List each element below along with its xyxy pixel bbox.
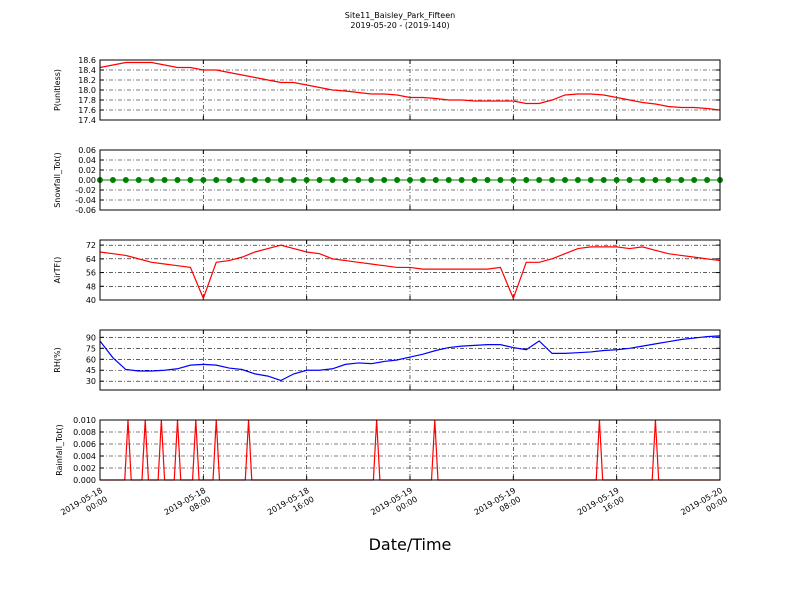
- data-marker: [252, 177, 258, 183]
- data-marker: [549, 177, 556, 183]
- data-marker: [471, 177, 478, 183]
- data-marker: [122, 177, 129, 183]
- data-marker: [394, 177, 401, 183]
- y-tick-label: -0.06: [75, 206, 96, 215]
- data-marker: [691, 177, 698, 183]
- data-marker: [419, 177, 426, 183]
- y-axis-label: Snowfall_Tot(): [53, 152, 62, 208]
- y-tick-label: 0.002: [73, 464, 96, 473]
- data-marker: [277, 177, 284, 183]
- data-marker: [407, 177, 413, 183]
- plot-frame: [99, 149, 721, 211]
- data-marker: [342, 177, 349, 183]
- data-marker: [678, 177, 685, 183]
- data-marker: [665, 177, 672, 183]
- y-tick-label: 40: [86, 296, 96, 305]
- x-axis-label: Date/Time: [369, 535, 452, 554]
- data-marker: [510, 177, 517, 183]
- data-marker: [639, 177, 646, 183]
- data-marker: [458, 177, 465, 183]
- y-axis-label: P(unitless): [53, 69, 62, 111]
- data-marker: [497, 177, 504, 183]
- y-axis-label: RH(%): [53, 347, 62, 372]
- data-marker: [239, 177, 246, 183]
- data-marker: [368, 177, 375, 183]
- y-tick-label: -0.04: [75, 196, 96, 205]
- data-marker: [587, 177, 594, 183]
- data-line: [99, 335, 721, 382]
- data-marker: [562, 177, 568, 183]
- data-marker: [303, 177, 310, 183]
- y-tick-label: 60: [86, 355, 96, 364]
- data-marker: [316, 177, 323, 183]
- data-marker: [523, 177, 530, 183]
- data-marker: [574, 177, 581, 183]
- data-marker: [161, 177, 168, 183]
- y-tick-label: 0.008: [73, 428, 96, 437]
- data-marker: [381, 177, 388, 183]
- data-marker: [213, 177, 220, 183]
- plot-frame: [99, 329, 721, 391]
- data-marker: [600, 177, 607, 183]
- y-tick-label: 18.4: [78, 66, 96, 75]
- y-tick-label: 0.02: [78, 166, 96, 175]
- y-tick-label: 0.000: [73, 476, 96, 485]
- data-marker: [445, 177, 452, 183]
- data-marker: [652, 177, 659, 183]
- y-tick-label: 56: [86, 269, 96, 278]
- y-tick-label: 17.6: [78, 106, 96, 115]
- data-marker: [200, 177, 207, 183]
- y-tick-label: 48: [86, 282, 96, 291]
- data-marker: [432, 177, 439, 183]
- y-axis-label: Rainfall_Tot(): [55, 424, 64, 476]
- data-marker: [174, 177, 181, 183]
- y-tick-label: 90: [86, 333, 96, 342]
- y-tick-label: 45: [86, 366, 96, 375]
- y-tick-label: 18.0: [78, 86, 96, 95]
- y-tick-label: 0.04: [78, 156, 96, 165]
- data-line: [99, 61, 721, 111]
- y-tick-label: 18.2: [78, 76, 96, 85]
- y-tick-label: 0.00: [78, 176, 96, 185]
- y-tick-label: -0.02: [75, 186, 96, 195]
- y-tick-label: 17.8: [78, 96, 96, 105]
- data-marker: [329, 177, 336, 183]
- data-marker: [148, 177, 155, 183]
- data-line: [99, 244, 721, 300]
- data-marker: [484, 177, 491, 183]
- y-tick-label: 64: [86, 255, 96, 264]
- y-tick-label: 0.010: [73, 416, 96, 425]
- data-marker: [355, 177, 362, 183]
- y-tick-label: 0.004: [73, 452, 96, 461]
- data-marker: [613, 177, 620, 183]
- data-marker: [290, 177, 297, 183]
- data-marker: [264, 177, 271, 183]
- data-marker: [536, 177, 543, 183]
- data-marker: [187, 177, 194, 183]
- y-tick-label: 75: [86, 344, 96, 353]
- y-tick-label: 0.006: [73, 440, 96, 449]
- chart-subtitle: 2019-05-20 - (2019-140): [350, 21, 449, 30]
- data-marker: [109, 177, 116, 183]
- y-tick-label: 0.06: [78, 146, 96, 155]
- data-marker: [626, 177, 633, 183]
- data-marker: [135, 177, 142, 183]
- plot-frame: [99, 239, 721, 301]
- y-tick-label: 72: [86, 241, 96, 250]
- data-marker: [226, 177, 233, 183]
- y-tick-label: 17.4: [78, 116, 96, 125]
- y-axis-label: AirTF(): [53, 257, 62, 284]
- chart-title: Site11_Baisley_Park_Fifteen: [345, 11, 455, 20]
- plot-frame: [99, 419, 721, 481]
- y-tick-label: 30: [86, 377, 96, 386]
- plot-frame: [99, 59, 721, 121]
- data-marker: [704, 177, 711, 183]
- y-tick-label: 18.6: [78, 56, 96, 65]
